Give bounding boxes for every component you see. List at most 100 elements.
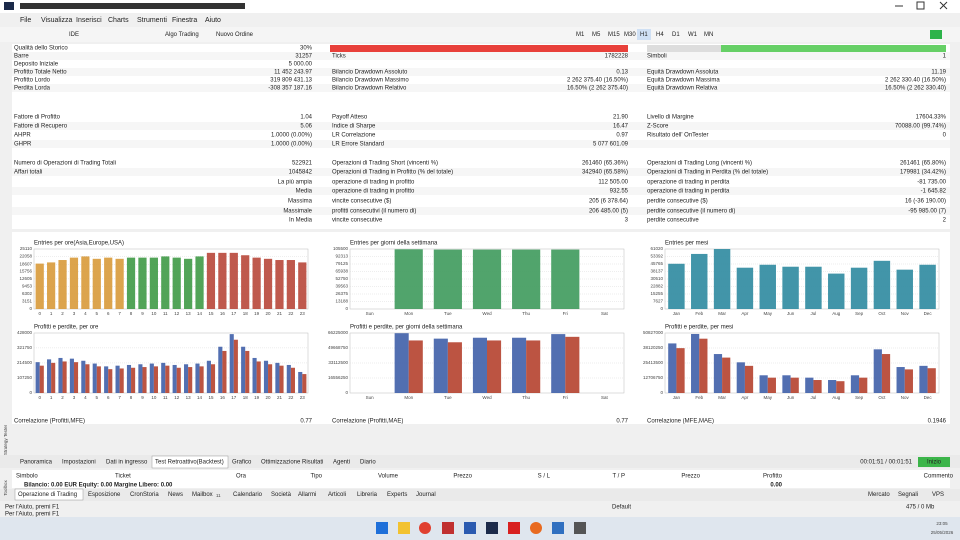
close[interactable] [939, 1, 948, 10]
bar [551, 334, 566, 393]
toolbox-tab[interactable]: Articoli [328, 492, 346, 498]
report-value: 2 [943, 218, 947, 224]
start-label[interactable]: Inizio [927, 460, 942, 466]
bar [767, 377, 776, 393]
timeframe[interactable]: MN [704, 32, 713, 38]
report-label: perdite consecutive ($) [647, 199, 708, 205]
timeframe[interactable]: M15 [608, 32, 620, 38]
app-icon[interactable] [464, 522, 476, 534]
menu-item[interactable]: Charts [108, 17, 129, 24]
app-icon[interactable] [486, 522, 498, 534]
toolbox-tab[interactable]: CronStoria [130, 492, 159, 498]
menu-item[interactable]: Finestra [172, 17, 197, 24]
bar [268, 364, 273, 393]
tester-tab[interactable]: Dati in ingresso [106, 460, 148, 466]
toolbox-tab[interactable]: Journal [416, 492, 436, 498]
x-tick-label: 2 [61, 395, 64, 400]
toolbox-tab[interactable]: Mailbox [192, 492, 213, 498]
y-tick-label: 15756 [19, 269, 32, 274]
timeframe[interactable]: W1 [688, 32, 698, 38]
timeframe[interactable]: M1 [576, 32, 585, 38]
tester-tab[interactable]: Grafico [232, 460, 252, 466]
toolbox-right[interactable]: Mercato [868, 492, 890, 498]
toolbox-tab[interactable]: Società [271, 492, 292, 498]
timeframe[interactable]: H4 [656, 32, 664, 38]
toolbox-tab[interactable]: News [168, 492, 183, 498]
column-header: Prezzo [681, 474, 700, 480]
bar [813, 380, 822, 393]
menu-item[interactable]: Visualizza [41, 17, 72, 24]
report-value: 16.50% (2 262 330.40) [885, 86, 946, 92]
toolbox-tab[interactable]: Allarmi [298, 492, 316, 498]
tester-tab[interactable]: Panoramica [20, 460, 53, 466]
app-icon[interactable] [530, 522, 542, 534]
report-value: 261461 (65.80%) [900, 161, 946, 167]
report-label: Profitto Totale Netto [14, 70, 67, 76]
x-tick-label: Jul [811, 311, 817, 316]
report-label: Operazioni di Trading in Perdita (% del … [647, 170, 768, 176]
menu-item[interactable]: Aiuto [205, 17, 221, 24]
y-tick-label: 25413500 [643, 360, 664, 365]
toolbar-button[interactable]: Algo Trading [165, 32, 199, 38]
menu-item[interactable]: Strumenti [137, 17, 167, 24]
x-tick-label: 21 [277, 395, 283, 400]
app-icon[interactable] [419, 522, 431, 534]
x-tick-label: Nov [901, 395, 910, 400]
toolbox-right[interactable]: VPS [932, 492, 944, 498]
bar [206, 252, 216, 309]
toolbox-tab[interactable]: Esposizione [88, 492, 121, 498]
menu-item[interactable]: Inserisci [76, 17, 102, 24]
x-tick-label: Nov [901, 311, 910, 316]
app-icon[interactable] [574, 522, 586, 534]
column-header: Tipo [311, 474, 323, 480]
tester-tab[interactable]: Diario [360, 460, 376, 466]
taskbar-icons [376, 522, 586, 534]
row-stripe [12, 122, 950, 130]
report-label: Z-Score [647, 124, 669, 130]
timeframe[interactable]: M30 [624, 32, 636, 38]
menu-item[interactable]: File [20, 17, 31, 24]
x-tick-label: Jul [811, 395, 817, 400]
toolbar-button[interactable]: IDE [69, 32, 79, 38]
timeframe[interactable]: M5 [592, 32, 601, 38]
y-tick-label: 52750 [335, 276, 348, 281]
app-icon[interactable] [508, 522, 520, 534]
report-value: 31257 [295, 54, 312, 60]
report-label: Massimale [283, 209, 312, 215]
bar [199, 366, 204, 393]
column-header: Simbolo [16, 474, 38, 480]
clock-time: 23:05 [936, 521, 948, 526]
timeframe[interactable]: H1 [640, 32, 648, 38]
tester-tab[interactable]: Impostazioni [62, 460, 96, 466]
report-label: operazione di trading in perdita [647, 189, 730, 195]
start-button[interactable] [918, 457, 950, 467]
toolbox-tab[interactable]: Calendario [233, 492, 263, 498]
x-tick-label: 5 [96, 395, 99, 400]
report-value: 3 [625, 218, 629, 224]
app-icon[interactable] [442, 522, 454, 534]
tester-tab[interactable]: Ottimizzazione Risultati [261, 460, 323, 466]
toolbox-tab[interactable]: Experts [387, 492, 407, 498]
x-tick-label: Sep [855, 395, 864, 400]
app-icon[interactable] [398, 522, 410, 534]
tester-tab[interactable]: Agenti [333, 460, 350, 466]
app-icon[interactable] [552, 522, 564, 534]
toolbox-right[interactable]: Segnali [898, 492, 918, 498]
x-tick-label: 13 [186, 311, 192, 316]
toolbox-tab[interactable]: Operazione di Trading [18, 492, 77, 498]
toolbar-button[interactable]: Nuovo Ordine [216, 32, 254, 38]
y-tick-label: 38137 [650, 269, 663, 274]
report-value: 30% [300, 46, 313, 52]
x-tick-label: 18 [243, 311, 249, 316]
tester-tab[interactable]: Test Retroattivo(Backtest) [155, 460, 224, 466]
report-value: 5.06 [300, 124, 312, 130]
maximize[interactable] [916, 1, 925, 10]
bar [433, 338, 448, 393]
start-icon[interactable] [376, 522, 388, 534]
x-tick-label: May [763, 395, 772, 400]
report-value: 0.13 [616, 70, 628, 76]
toolbox-tab[interactable]: Libreria [357, 492, 378, 498]
y-tick-label: 18607 [19, 262, 32, 267]
x-tick-label: 19 [254, 395, 260, 400]
timeframe[interactable]: D1 [672, 32, 680, 38]
